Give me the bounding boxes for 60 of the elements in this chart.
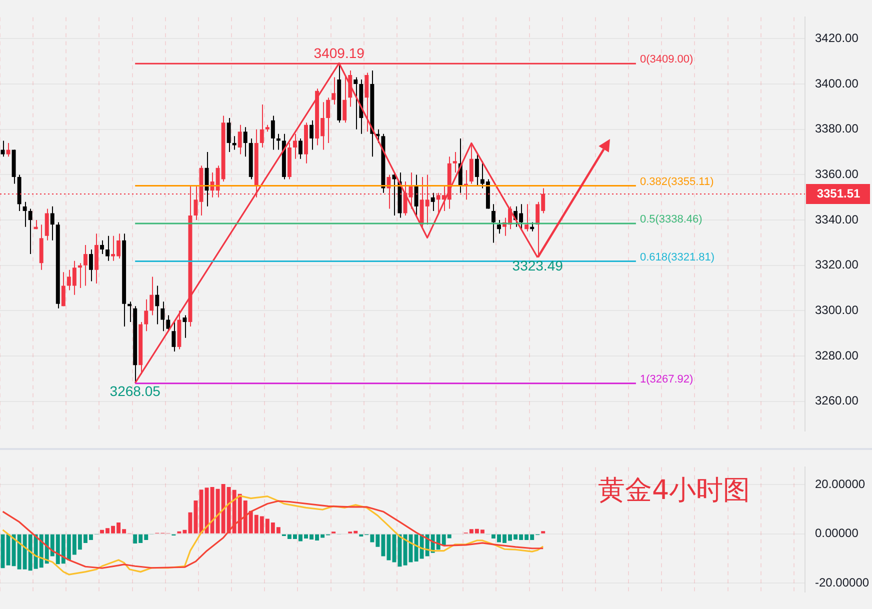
- candlestick: [364, 72, 369, 132]
- candlestick: [182, 314, 187, 338]
- candlestick: [491, 204, 496, 244]
- ref-line-label: 0.382(3355.11): [640, 176, 714, 188]
- candlestick: [469, 144, 474, 184]
- ref-line-label: 0.5(3338.46): [640, 214, 702, 226]
- annotation: 3409.19: [314, 45, 365, 62]
- ref-line-label: 0(3409.00): [640, 54, 694, 66]
- candlestick: [497, 220, 501, 234]
- candlestick: [88, 248, 93, 282]
- candlestick: [524, 204, 529, 232]
- candlestick: [452, 152, 457, 173]
- annotation: 3268.05: [110, 382, 161, 399]
- candlestick: [270, 115, 275, 150]
- candlestick: [6, 142, 10, 158]
- candlestick: [260, 104, 264, 148]
- candlestick: [430, 192, 435, 212]
- ref-line-label: 3351.51: [816, 186, 861, 200]
- candlestick: [172, 322, 176, 352]
- candlestick: [293, 133, 297, 160]
- candlestick: [144, 298, 148, 332]
- y-tick-label: 3400.00: [815, 76, 859, 90]
- candlestick: [332, 76, 336, 105]
- y-tick-label: -20.00000: [815, 575, 870, 590]
- annotation: 3323.49: [512, 257, 564, 274]
- y-tick-label: 20.00000: [815, 476, 866, 491]
- chart-title: 黄金4小时图: [598, 474, 750, 508]
- candlestick: [310, 120, 314, 150]
- y-tick-label: 3360.00: [815, 167, 859, 182]
- y-tick-label: 3420.00: [815, 31, 859, 46]
- candlestick: [243, 126, 248, 158]
- candlestick: [226, 118, 231, 153]
- ref-line-label: 1(3267.92): [640, 373, 694, 386]
- y-tick-label: 0.00000: [815, 526, 859, 540]
- candlestick: [100, 240, 104, 255]
- candlestick: [414, 174, 418, 216]
- candlestick: [160, 301, 165, 332]
- candlestick: [474, 154, 479, 187]
- candlestick: [342, 74, 347, 124]
- candlestick: [44, 208, 49, 241]
- candlestick: [150, 276, 154, 316]
- y-tick-label: 3280.00: [815, 348, 859, 362]
- y-tick-label: 3320.00: [815, 258, 859, 272]
- candlestick: [83, 244, 88, 286]
- candlestick: [166, 314, 170, 332]
- y-tick-label: 3380.00: [815, 122, 859, 136]
- y-tick-label: 3300.00: [815, 303, 859, 317]
- candlestick: [28, 208, 32, 255]
- candlestick: [22, 201, 27, 228]
- candlestick: [354, 76, 358, 130]
- candlestick: [106, 235, 110, 262]
- y-tick-label: 3340.00: [815, 212, 859, 226]
- candlestick: [61, 272, 66, 307]
- candlestick: [238, 124, 242, 155]
- candlestick: [50, 206, 54, 241]
- y-tick-label: 3260.00: [815, 394, 859, 408]
- candlestick: [155, 285, 160, 325]
- ref-line-label: 0.618(3321.81): [640, 251, 715, 264]
- candlestick: [298, 138, 302, 160]
- candlestick: [326, 97, 330, 144]
